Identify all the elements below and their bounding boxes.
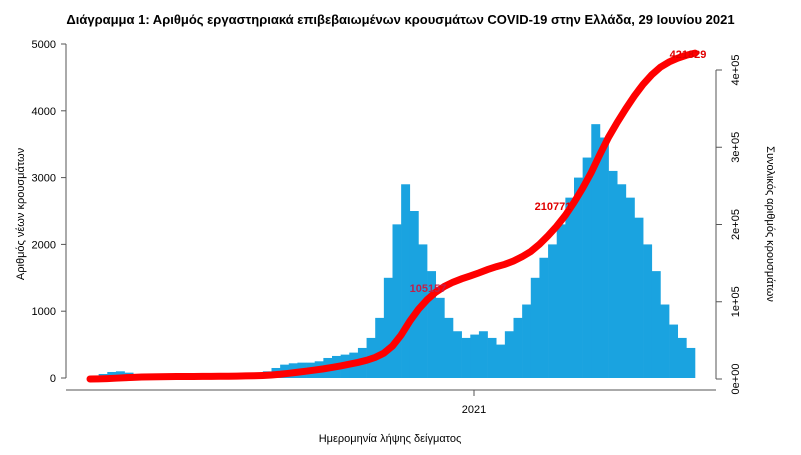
y-tick-label: 0: [50, 373, 56, 385]
x-axis-label: Ημερομηνία λήψης δείγματος: [319, 433, 462, 445]
bar: [470, 334, 480, 378]
bar: [539, 257, 549, 378]
y-tick-label: 3000: [32, 173, 56, 185]
bar: [634, 217, 644, 378]
bar: [591, 124, 601, 378]
y2-tick-label: 2e+05: [730, 209, 742, 240]
bar: [392, 224, 402, 378]
x-tick-label: 2021: [462, 404, 486, 416]
y2-axis-label: Συνολικός αριθμός κρουσμάτων: [764, 146, 776, 302]
bar: [625, 197, 635, 378]
annotation-quarter: 105157: [410, 283, 447, 295]
bar: [375, 317, 385, 378]
y-tick-label: 5000: [32, 39, 56, 51]
bar: [677, 337, 687, 378]
y-axis-label: Αριθμός νέων κρουσμάτων: [15, 147, 27, 280]
y2-tick-label: 0e+00: [730, 364, 742, 395]
bar: [574, 177, 583, 378]
chart-title: Διάγραμμα 1: Αριθμός εργαστηριακά επιβεβ…: [66, 12, 735, 27]
bar: [444, 317, 454, 378]
bar: [669, 324, 679, 378]
y-tick-label: 2000: [32, 239, 56, 251]
annotation-half: 210771: [535, 201, 572, 213]
bar: [599, 137, 609, 378]
bar: [401, 184, 411, 378]
y2-tick-label: 1e+05: [730, 286, 742, 317]
y-tick-label: 1000: [32, 306, 56, 318]
bar: [617, 184, 627, 378]
bar: [686, 347, 696, 378]
bar: [418, 244, 428, 378]
y2-tick-label: 4e+05: [730, 55, 742, 86]
bar: [651, 271, 661, 378]
bar: [582, 157, 592, 378]
bar: [522, 304, 532, 378]
bar: [478, 331, 488, 378]
bar: [461, 337, 471, 378]
bar: [530, 277, 540, 378]
bar: [608, 170, 618, 378]
bar: [556, 224, 566, 378]
bar: [513, 317, 523, 378]
bar: [660, 304, 670, 378]
bar: [453, 331, 462, 378]
bar: [383, 277, 393, 378]
bar: [643, 244, 653, 378]
cumulative-line: [86, 49, 699, 383]
bar: [409, 211, 419, 378]
bar: [435, 297, 445, 378]
y2-tick-label: 3e+05: [730, 132, 742, 163]
bar: [548, 244, 558, 378]
bar: [504, 331, 514, 378]
bar: [427, 271, 437, 378]
bar: [487, 337, 497, 378]
annotation-total: 421829: [670, 49, 707, 61]
bar: [565, 197, 575, 378]
bar: [496, 344, 506, 378]
y-tick-label: 4000: [32, 106, 56, 118]
